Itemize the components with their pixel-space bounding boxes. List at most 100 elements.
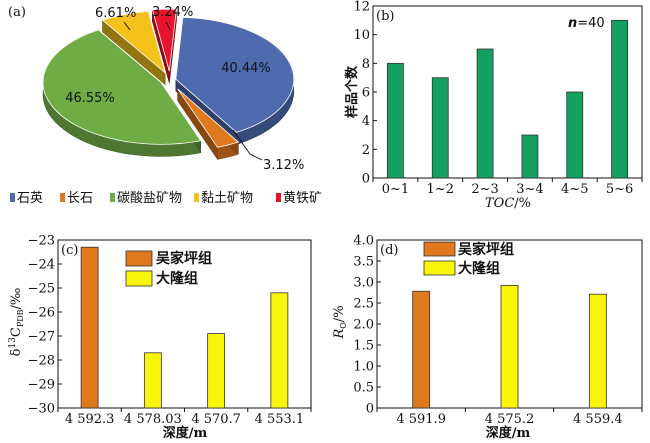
x-axis-label: TOC/% xyxy=(485,196,531,211)
y-tick-label: −29 xyxy=(28,378,55,393)
bar-3 xyxy=(521,134,539,179)
y-tick-label: −30 xyxy=(28,402,55,417)
x-axis-label-var: TOC xyxy=(485,196,514,211)
annotation-n-var: n xyxy=(568,16,577,31)
bar-5 xyxy=(611,19,628,179)
legend-swatch-4 xyxy=(276,193,281,202)
ylabel-unit: /‰ xyxy=(9,288,24,310)
y-tick-label: −25 xyxy=(28,282,55,297)
legend-swatch-3 xyxy=(194,193,199,202)
annotation-n: n=40 xyxy=(568,16,605,31)
panel-d-bar-chart: 0 0.5 1.0 1.5 2.0 2.5 3.0 3.5 4.0 4 591.9 4 575.2 4… xyxy=(332,234,643,441)
y-tick-label: 8 xyxy=(362,57,370,72)
y-tick-label: 2.5 xyxy=(353,297,374,312)
y-tick-label: 10 xyxy=(353,28,370,43)
leader-line-clay xyxy=(123,21,131,31)
y-tick-label: 3.0 xyxy=(353,276,374,291)
y-tick-label: 3.5 xyxy=(353,255,374,270)
y-tick-label: 12 xyxy=(353,0,370,15)
panel-a-label: (a) xyxy=(8,5,26,20)
y-axis-label: RO/% xyxy=(332,305,348,339)
ylabel-r: R xyxy=(332,329,347,340)
bar-1 xyxy=(143,352,162,409)
legend-swatch-0 xyxy=(10,193,15,202)
y-tick-label: 6 xyxy=(362,86,370,101)
y-tick-label: −23 xyxy=(28,234,55,249)
x-tick-label: 4 553.1 xyxy=(255,412,305,427)
x-axis-label: 深度/m xyxy=(486,425,531,441)
leader-line-pyrite xyxy=(165,21,171,31)
bar-2 xyxy=(588,293,607,409)
panel-a-pie-chart: (a) 40.44% 3.12% 46.55% 6.61% 3.24% 石英 长石 碳酸盐矿物 黏… xyxy=(8,5,322,206)
y-tick-label: 0.5 xyxy=(353,381,374,396)
x-tick-label: 2~3 xyxy=(471,182,498,197)
y-tick-label: 1.0 xyxy=(353,360,374,375)
bar-2 xyxy=(207,333,226,409)
panel-c-bar-chart: −23 −24 −25 −26 −27 −28 −29 −30 4 592.3 4 578.03 4… xyxy=(8,234,312,441)
x-tick-label: 5~6 xyxy=(606,182,633,197)
x-tick-label: 4 559.4 xyxy=(573,412,623,427)
x-tick-label: 4 592.3 xyxy=(65,412,115,427)
legend-swatch-1 xyxy=(125,270,153,287)
legend-label-0: 吴家坪组 xyxy=(458,241,514,258)
x-tick-label: 4 591.9 xyxy=(396,412,446,427)
pie-slice-2 xyxy=(42,29,202,145)
pie-slice-0 xyxy=(175,16,295,133)
legend-label-3: 黏土矿物 xyxy=(201,190,253,206)
x-tick-label: 0~1 xyxy=(382,182,409,197)
y-axis-label: 样品个数 xyxy=(344,65,360,118)
legend-label-1: 大隆组 xyxy=(156,270,198,287)
ylabel-sub: O xyxy=(339,322,348,329)
bar-1 xyxy=(500,284,519,409)
legend-swatch-0 xyxy=(423,241,456,257)
y-tick-label: 2 xyxy=(362,143,370,158)
x-tick-label: 4 578.03 xyxy=(124,412,182,427)
y-tick-label: −27 xyxy=(28,330,55,345)
legend-label-2: 碳酸盐矿物 xyxy=(117,191,182,206)
legend-swatch-1 xyxy=(60,193,65,202)
x-tick-label: 3~4 xyxy=(516,182,543,197)
x-axis-label-unit: /% xyxy=(514,196,531,211)
y-tick-label: −26 xyxy=(28,306,55,321)
bar-1 xyxy=(431,77,449,179)
y-axis-label: δ13CPDB/‰ xyxy=(8,288,25,357)
legend-swatch-1 xyxy=(423,260,456,276)
legend-swatch-0 xyxy=(125,250,153,267)
panel-label: (c) xyxy=(61,243,78,258)
bar-0 xyxy=(412,290,431,409)
legend-label-0: 吴家坪组 xyxy=(156,250,212,267)
pie-label-3: 6.61% xyxy=(95,6,136,21)
pie-label-0: 40.44% xyxy=(221,61,271,76)
panel-label: (d) xyxy=(380,243,398,258)
y-tick-label: 1.5 xyxy=(353,339,374,354)
annotation-n-val: =40 xyxy=(577,16,604,31)
x-axis-label: 深度/m xyxy=(163,425,208,441)
panel-b-bar-chart: 0 2 4 6 8 10 12 0~1 1~2 2~3 3~4 4~5 5~6 (b) n=40 样品个数 TO… xyxy=(344,0,643,211)
ylabel-c: C xyxy=(9,327,24,337)
bar-0 xyxy=(387,62,404,179)
y-tick-label: 4.0 xyxy=(353,234,374,249)
ylabel-unit: /% xyxy=(332,305,347,322)
y-tick-label: −24 xyxy=(28,258,55,273)
pie-label-1: 3.12% xyxy=(263,158,304,173)
ylabel-delta: δ xyxy=(9,348,24,356)
legend-label-0: 石英 xyxy=(17,191,43,206)
bar-0 xyxy=(80,246,99,409)
panel-label: (b) xyxy=(376,9,394,24)
legend-swatch-2 xyxy=(110,193,115,202)
pie-label-4: 3.24% xyxy=(152,5,193,20)
bar-4 xyxy=(566,91,584,179)
x-tick-label: 1~2 xyxy=(427,182,454,197)
legend-label-1: 大隆组 xyxy=(458,260,500,277)
ylabel-sup: 13 xyxy=(8,337,18,349)
ylabel-sub: PDB xyxy=(16,309,25,327)
x-tick-label: 4 570.7 xyxy=(191,412,241,427)
legend-label-4: 黄铁矿 xyxy=(283,191,322,206)
y-tick-label: 0 xyxy=(362,172,370,187)
pie-slice-3 xyxy=(101,10,166,74)
y-tick-label: 2.0 xyxy=(353,318,374,333)
y-tick-label: 4 xyxy=(362,114,370,129)
bar-3 xyxy=(270,292,289,409)
pie-slice-4 xyxy=(151,8,177,72)
